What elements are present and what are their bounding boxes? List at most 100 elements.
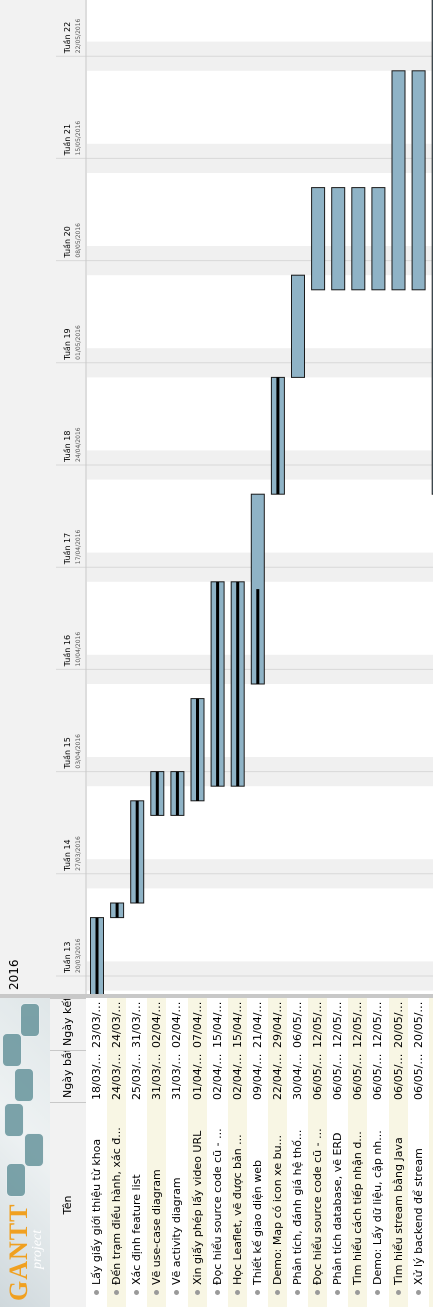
task-bar <box>391 70 406 291</box>
week-label: Tuần 14 <box>62 839 72 871</box>
task-end-date: 23/03/2016 <box>90 998 103 1048</box>
task-row[interactable]: Phân tích database, vẽ ERD 06/05/2016 12/0… <box>328 998 347 1307</box>
task-end-date: 21/04/2016 <box>250 998 264 1048</box>
week-date-label: 20/03/2016 <box>75 938 82 973</box>
task-row[interactable]: Xây dựng công cụ sử dụn... 22/04/2016 27/0… <box>428 998 433 1307</box>
week-date-label: 08/05/2016 <box>75 223 82 258</box>
task-start-date: 02/04/2016 <box>210 1050 224 1100</box>
task-row[interactable]: Tìm hiểu stream bằng Java 06/05/2016 20/05… <box>388 998 408 1307</box>
task-row[interactable]: Xử lý backend để stream 06/05/2016 20/05/2… <box>409 998 428 1307</box>
task-bar <box>311 187 326 291</box>
week-label: Tuần 20 <box>62 226 72 258</box>
task-bullet-icon <box>134 1290 140 1295</box>
task-end-date: 27/05/2016 <box>429 998 433 1048</box>
task-name: Tìm hiểu cách tiếp nhận d... <box>351 1131 365 1285</box>
task-bullet-icon <box>154 1290 160 1295</box>
week-date-label: 27/03/2016 <box>75 836 82 871</box>
task-end-date: 06/05/2016 <box>291 998 304 1048</box>
task-bullet-icon <box>194 1290 200 1295</box>
task-end-date: 31/03/2016 <box>130 998 144 1048</box>
task-bar <box>431 0 433 495</box>
task-row[interactable]: Vẽ use-case diagram 31/03/2016 02/04/2016 <box>147 998 167 1307</box>
task-row[interactable]: Thiết kế giao diện web 09/04/2016 21/04/20… <box>248 998 267 1307</box>
task-bullet-icon <box>315 1290 321 1295</box>
task-start-date: 06/05/2016 <box>351 1050 365 1100</box>
task-row[interactable]: Lấy giấy giới thiệu từ khoa 18/03/2016 23/… <box>87 998 106 1307</box>
task-start-date: 06/05/2016 <box>391 1050 405 1100</box>
task-start-date: 24/03/2016 <box>110 1050 124 1100</box>
task-name: Demo: Lấy dữ liệu, cập nh... <box>371 1130 385 1285</box>
task-bar <box>331 187 346 291</box>
task-bullet-icon <box>214 1290 220 1295</box>
task-bullet-icon <box>274 1290 280 1295</box>
task-row[interactable]: Tìm hiểu cách tiếp nhận d... 06/05/2016 12… <box>348 998 368 1307</box>
task-start-date: 02/04/2016 <box>230 1050 244 1100</box>
task-name: Học Leaflet, vẽ được bản ... <box>230 1134 244 1285</box>
task-start-date: 09/04/2016 <box>250 1050 264 1100</box>
task-bar <box>411 70 426 291</box>
week-date-label: 03/04/2016 <box>75 734 82 769</box>
task-end-date: 15/04/2016 <box>210 998 224 1048</box>
gantt-chart: 2016 Tuần 13 20/03/2016 Tuần 14 27/03/2016 Tu… <box>0 0 433 994</box>
task-bar <box>291 274 305 378</box>
week-label: Tuần 19 <box>62 328 72 360</box>
task-bullet-icon <box>375 1290 381 1295</box>
task-row[interactable]: Đọc hiểu source code cũ - ... 06/05/2016 1… <box>308 998 328 1307</box>
task-end-date: 12/05/2016 <box>371 998 385 1048</box>
task-name: Đọc hiểu source code cũ - ... <box>210 1128 224 1285</box>
week-date-label: 17/04/2016 <box>75 529 82 564</box>
column-header-end[interactable]: Ngày kết t... <box>50 998 86 1050</box>
task-start-date: 31/03/2016 <box>170 1050 184 1100</box>
task-row[interactable]: Xin giấy phép lấy video URL 01/04/2016 07/… <box>187 998 207 1307</box>
column-header-start[interactable]: Ngày bắt đ... <box>50 1050 86 1102</box>
splitter[interactable] <box>0 994 433 998</box>
task-bar <box>351 187 366 291</box>
task-start-date: 01/04/2016 <box>190 1050 204 1100</box>
task-progress <box>196 698 199 801</box>
task-name: Xác định feature list <box>130 1174 144 1285</box>
week-label: Tuần 15 <box>62 737 72 769</box>
task-name: Lấy giấy giới thiệu từ khoa <box>90 1138 103 1285</box>
task-row[interactable]: Demo: Map có icon xe bu... 22/04/2016 29/0… <box>267 998 287 1307</box>
task-row[interactable]: Đọc hiểu source code cũ - ... 02/04/2016 1… <box>208 998 227 1307</box>
task-start-date: 25/03/2016 <box>130 1050 144 1100</box>
week-label: Tuần 18 <box>62 431 72 463</box>
week-date-label: 24/04/2016 <box>75 427 82 462</box>
task-bullet-icon <box>335 1290 341 1295</box>
week-label: Tuần 17 <box>62 533 72 565</box>
week-label: Tuần 13 <box>62 942 72 974</box>
task-start-date: 06/05/2016 <box>371 1050 385 1100</box>
task-name: Demo: Map có icon xe bu... <box>270 1134 284 1285</box>
task-row[interactable]: Phân tích, đánh giá hệ thố... 30/04/2016 0… <box>288 998 307 1307</box>
task-bar <box>371 187 386 291</box>
week-date-label: 01/05/2016 <box>75 325 82 360</box>
task-end-date: 12/05/2016 <box>311 998 325 1048</box>
task-start-date: 06/05/2016 <box>331 1050 345 1100</box>
task-name: Thiết kế giao diện web <box>250 1160 264 1285</box>
task-name: Tìm hiểu stream bằng Java <box>391 1137 405 1285</box>
task-progress <box>95 917 99 994</box>
task-progress <box>115 902 119 918</box>
task-row[interactable]: Đến trạm điều hành, xác đ... 24/03/2016 24… <box>107 998 127 1307</box>
task-name: Vẽ activity diagram <box>170 1177 184 1285</box>
task-row[interactable]: Học Leaflet, vẽ được bản ... 02/04/2016 15… <box>227 998 247 1307</box>
task-bullet-icon <box>254 1290 260 1295</box>
task-name: Vẽ use-case diagram <box>150 1169 164 1285</box>
task-end-date: 07/04/2016 <box>190 998 204 1048</box>
task-row[interactable]: Demo: Lấy dữ liệu, cập nh... 06/05/2016 12… <box>368 998 387 1307</box>
ganttproject-logo: GANTT project <box>0 998 50 1307</box>
task-progress <box>216 581 220 787</box>
task-row[interactable]: Xác định feature list 25/03/2016 31/03/201… <box>127 998 146 1307</box>
task-end-date: 02/04/2016 <box>150 998 164 1048</box>
task-end-date: 12/05/2016 <box>331 998 345 1048</box>
task-bullet-icon <box>415 1290 421 1295</box>
task-name: Đến trạm điều hành, xác đ... <box>110 1127 124 1285</box>
task-bullet-icon <box>174 1290 180 1295</box>
task-row[interactable]: Vẽ activity diagram 31/03/2016 02/04/2016 <box>167 998 186 1307</box>
year-label: 2016 <box>7 959 21 990</box>
task-start-date: 22/04/2016 <box>429 1050 433 1100</box>
column-header-name[interactable]: Tên <box>50 1102 86 1307</box>
task-bullet-icon <box>94 1290 99 1295</box>
task-progress <box>276 377 280 495</box>
